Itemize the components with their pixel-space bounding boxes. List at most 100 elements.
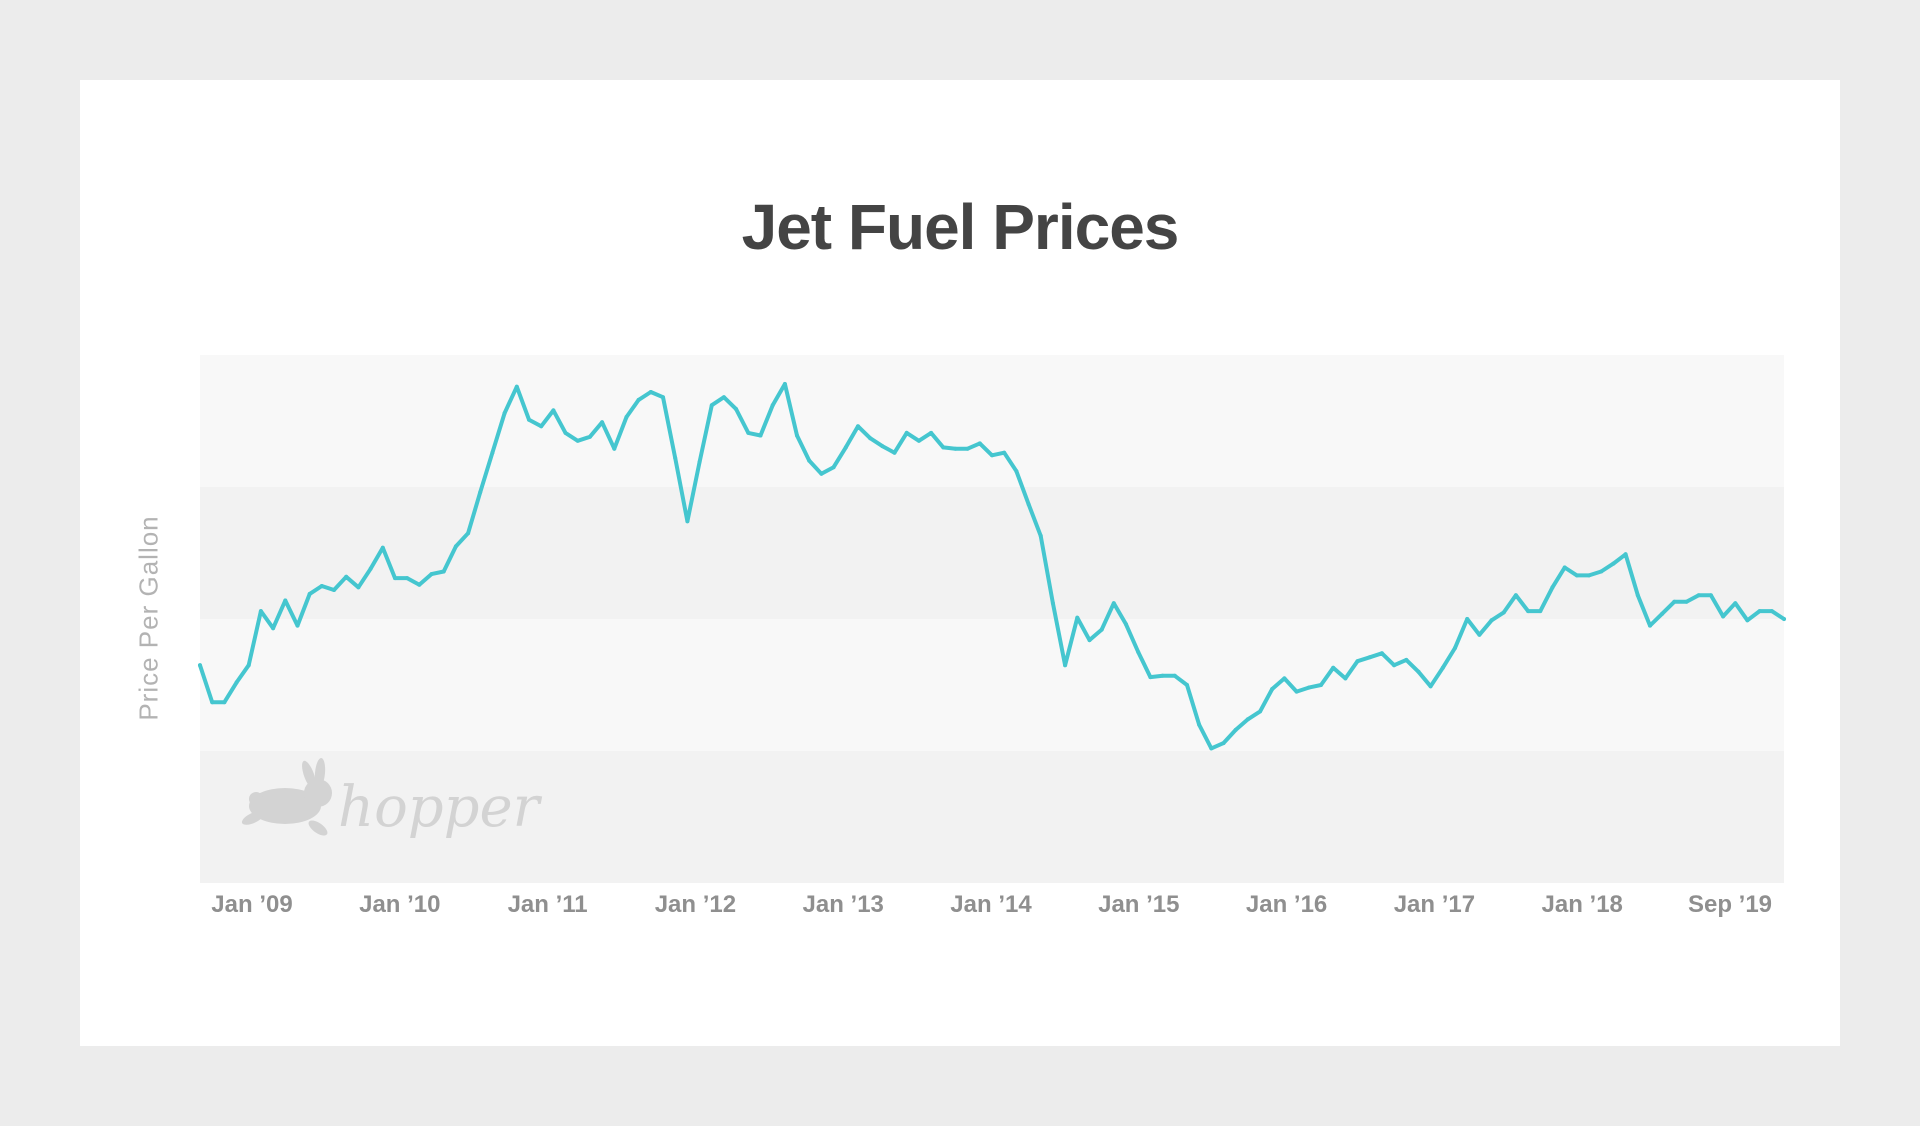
data-point — [1416, 669, 1421, 674]
data-point — [1526, 609, 1531, 614]
data-point — [1404, 657, 1409, 662]
data-point — [198, 663, 202, 668]
x-tick-label: Jan ’12 — [655, 891, 736, 918]
data-point — [916, 438, 921, 443]
data-point — [1782, 617, 1786, 621]
data-point — [478, 490, 483, 495]
data-point — [1489, 618, 1494, 623]
data-point — [1574, 573, 1579, 578]
x-tick-label: Jan ’14 — [950, 891, 1032, 918]
data-point — [1550, 585, 1555, 590]
data-point — [1769, 609, 1774, 614]
data-point — [356, 585, 361, 590]
data-point — [746, 430, 751, 435]
data-point — [904, 430, 909, 435]
data-point — [551, 408, 556, 413]
data-point — [1453, 646, 1457, 650]
data-point — [1319, 683, 1323, 687]
data-point — [795, 433, 799, 438]
data-point — [405, 576, 410, 581]
data-point — [1160, 673, 1165, 678]
data-point — [600, 420, 605, 425]
data-point — [1087, 638, 1092, 643]
data-point — [856, 424, 860, 429]
data-point — [1075, 615, 1080, 620]
data-point — [673, 456, 678, 460]
data-point — [1355, 659, 1360, 664]
data-point — [819, 471, 824, 476]
data-point — [1038, 533, 1043, 538]
data-point — [1562, 565, 1567, 570]
data-point — [234, 680, 239, 685]
data-point — [831, 465, 836, 470]
data-point — [393, 576, 397, 581]
data-point — [929, 430, 934, 435]
data-point — [1124, 622, 1128, 627]
data-point — [1757, 609, 1762, 614]
x-tick-label: Sep ’19 — [1688, 891, 1772, 918]
data-point — [1684, 599, 1689, 604]
data-point — [953, 446, 958, 451]
data-point — [734, 407, 739, 412]
data-point — [344, 574, 349, 579]
data-point — [307, 591, 312, 596]
data-point — [1148, 675, 1153, 680]
data-point — [648, 390, 653, 394]
data-point — [1197, 722, 1202, 727]
data-point — [1331, 665, 1336, 670]
grid-band — [200, 619, 1784, 751]
data-point — [1294, 689, 1299, 694]
data-point — [1063, 663, 1068, 668]
data-point — [587, 434, 592, 439]
x-tick-label: Jan ’15 — [1098, 891, 1179, 918]
data-point — [1428, 684, 1433, 689]
data-point — [1026, 502, 1031, 507]
data-point — [1660, 611, 1665, 616]
data-point — [1221, 741, 1226, 746]
data-point — [429, 572, 434, 577]
grid-band — [200, 355, 1784, 487]
data-point — [807, 458, 812, 463]
x-tick-label: Jan ’16 — [1246, 891, 1327, 918]
data-point — [1696, 593, 1701, 598]
series-points — [198, 382, 1786, 751]
data-point — [1136, 650, 1141, 654]
data-point — [1172, 673, 1177, 678]
data-point — [258, 609, 263, 614]
data-point — [1745, 618, 1750, 623]
data-point — [1587, 573, 1591, 578]
data-point — [661, 395, 665, 400]
grid-band — [200, 487, 1784, 619]
data-point — [453, 544, 458, 549]
data-point — [1050, 601, 1055, 606]
data-point — [770, 403, 775, 408]
data-point — [1672, 599, 1677, 604]
data-point — [1465, 617, 1470, 621]
data-point — [319, 584, 324, 588]
data-point — [758, 433, 763, 438]
data-point — [1648, 623, 1652, 628]
data-point — [1185, 683, 1189, 687]
data-point — [636, 397, 641, 402]
data-point — [1002, 450, 1007, 455]
data-point — [1282, 676, 1287, 681]
data-point — [575, 438, 580, 443]
data-point — [685, 519, 690, 524]
x-tick-label: Jan ’17 — [1394, 891, 1475, 918]
chart-title: Jet Fuel Prices — [741, 191, 1180, 263]
data-point — [1367, 655, 1372, 660]
x-tick-label: Jan ’10 — [359, 891, 440, 918]
data-point — [466, 531, 471, 536]
data-point — [502, 411, 507, 416]
data-point — [563, 430, 568, 435]
data-point — [1599, 569, 1604, 574]
data-point — [1611, 561, 1616, 566]
data-point — [868, 436, 873, 441]
data-point — [222, 700, 227, 705]
data-point — [1721, 614, 1726, 619]
watermark-text: hopper — [338, 775, 543, 840]
data-point — [1477, 632, 1482, 637]
data-point — [490, 450, 495, 455]
x-tick-label: Jan ’18 — [1542, 891, 1623, 918]
